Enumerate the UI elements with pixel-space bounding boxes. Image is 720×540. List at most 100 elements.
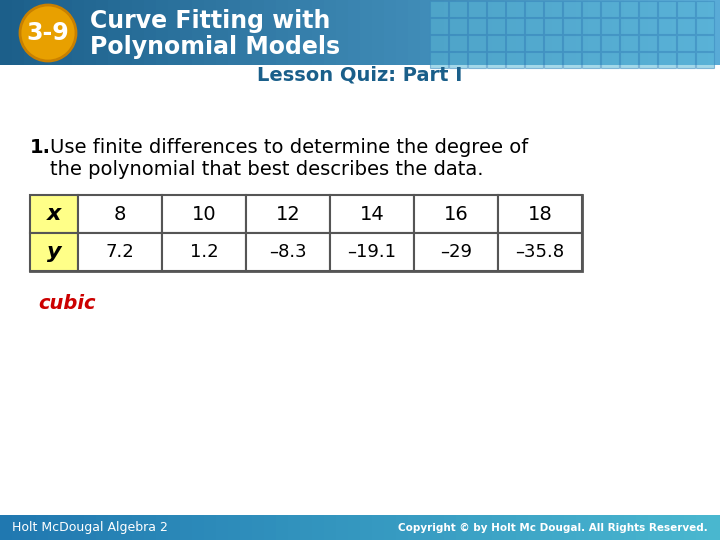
Bar — [216, 0, 228, 65]
Bar — [672, 0, 684, 65]
Bar — [408, 515, 420, 540]
Bar — [563, 52, 581, 68]
Bar — [582, 35, 600, 51]
Bar — [444, 515, 456, 540]
Bar — [600, 515, 612, 540]
Bar — [525, 1, 543, 17]
Bar — [552, 515, 564, 540]
Bar — [563, 35, 581, 51]
Bar — [639, 1, 657, 17]
Bar — [677, 35, 695, 51]
Text: 1.: 1. — [30, 138, 51, 157]
Bar — [78, 233, 162, 271]
Bar — [516, 515, 528, 540]
Bar — [430, 1, 448, 17]
Bar — [372, 515, 384, 540]
Bar — [544, 35, 562, 51]
Bar — [96, 515, 108, 540]
Text: 18: 18 — [528, 205, 552, 224]
Bar — [540, 0, 552, 65]
Bar — [144, 515, 156, 540]
Bar — [246, 233, 330, 271]
Bar — [336, 0, 348, 65]
Bar — [528, 515, 540, 540]
Bar — [144, 0, 156, 65]
Bar — [330, 195, 414, 233]
Bar — [288, 0, 300, 65]
Text: 1.2: 1.2 — [189, 243, 218, 261]
Bar — [384, 515, 396, 540]
Bar — [563, 1, 581, 17]
Bar — [432, 515, 444, 540]
Bar — [677, 1, 695, 17]
Bar — [192, 0, 204, 65]
Bar — [324, 515, 336, 540]
Bar — [620, 52, 638, 68]
Bar — [430, 52, 448, 68]
Bar — [660, 515, 672, 540]
Text: Lesson Quiz: Part I: Lesson Quiz: Part I — [257, 65, 463, 84]
Text: Copyright © by Holt Mc Dougal. All Rights Reserved.: Copyright © by Holt Mc Dougal. All Right… — [398, 523, 708, 532]
Text: 12: 12 — [276, 205, 300, 224]
Bar — [525, 35, 543, 51]
Text: 16: 16 — [444, 205, 469, 224]
Bar — [444, 0, 456, 65]
Bar — [420, 515, 432, 540]
Bar — [204, 515, 216, 540]
Bar — [677, 52, 695, 68]
Text: –35.8: –35.8 — [516, 243, 564, 261]
Bar — [612, 515, 624, 540]
Bar — [582, 52, 600, 68]
Bar — [624, 0, 636, 65]
Bar — [601, 18, 619, 34]
Bar — [246, 195, 330, 233]
Bar — [192, 515, 204, 540]
Bar — [639, 35, 657, 51]
Bar — [312, 0, 324, 65]
Bar — [544, 18, 562, 34]
Bar — [24, 0, 36, 65]
Bar — [60, 515, 72, 540]
Bar — [516, 0, 528, 65]
Bar — [414, 195, 498, 233]
Text: –19.1: –19.1 — [348, 243, 397, 261]
Text: Holt McDougal Algebra 2: Holt McDougal Algebra 2 — [12, 521, 168, 534]
Bar — [84, 0, 96, 65]
Bar — [468, 515, 480, 540]
Bar — [601, 1, 619, 17]
Bar — [487, 1, 505, 17]
Text: 8: 8 — [114, 205, 126, 224]
Bar — [228, 0, 240, 65]
Bar — [300, 515, 312, 540]
Bar — [492, 515, 504, 540]
Bar — [636, 0, 648, 65]
Bar — [468, 52, 486, 68]
Bar — [487, 18, 505, 34]
Bar — [264, 0, 276, 65]
Bar — [120, 0, 132, 65]
Bar — [12, 0, 24, 65]
Bar — [240, 0, 252, 65]
Bar — [156, 515, 168, 540]
Circle shape — [20, 5, 76, 61]
Bar — [696, 515, 708, 540]
Bar — [36, 0, 48, 65]
Bar — [456, 515, 468, 540]
Bar — [506, 52, 524, 68]
Bar — [487, 52, 505, 68]
Bar — [696, 1, 714, 17]
Bar — [430, 35, 448, 51]
Text: Use finite differences to determine the degree of: Use finite differences to determine the … — [50, 138, 528, 157]
Bar — [120, 515, 132, 540]
Bar — [84, 515, 96, 540]
Bar — [36, 515, 48, 540]
Bar — [288, 515, 300, 540]
Bar — [108, 0, 120, 65]
Bar — [658, 52, 676, 68]
Bar — [684, 0, 696, 65]
Bar — [576, 515, 588, 540]
Bar — [330, 233, 414, 271]
Bar — [252, 515, 264, 540]
Bar — [300, 0, 312, 65]
Bar — [552, 0, 564, 65]
